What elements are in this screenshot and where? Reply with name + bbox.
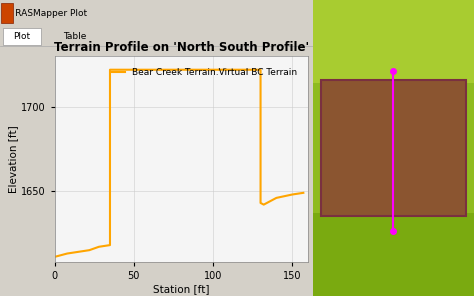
Bar [313, 83, 474, 213]
Text: Plot: Plot [13, 32, 30, 41]
Text: □: □ [441, 9, 450, 19]
Y-axis label: Elevation [ft]: Elevation [ft] [8, 125, 18, 193]
Text: ⬜ RASMapper Plot: ⬜ RASMapper Plot [7, 9, 87, 18]
FancyBboxPatch shape [3, 28, 41, 45]
Bar [0, 2, 13, 22]
X-axis label: Station [ft]: Station [ft] [153, 284, 210, 294]
Legend: Bear Creek Terrain.Virtual BC Terrain: Bear Creek Terrain.Virtual BC Terrain [108, 65, 301, 81]
Text: ─: ─ [417, 9, 424, 19]
Bar [313, 0, 474, 83]
Text: Table: Table [64, 32, 87, 41]
Bar [321, 80, 466, 216]
Text: ✕: ✕ [460, 9, 468, 19]
Bar [313, 213, 474, 296]
Title: Terrain Profile on 'North South Profile': Terrain Profile on 'North South Profile' [54, 41, 309, 54]
